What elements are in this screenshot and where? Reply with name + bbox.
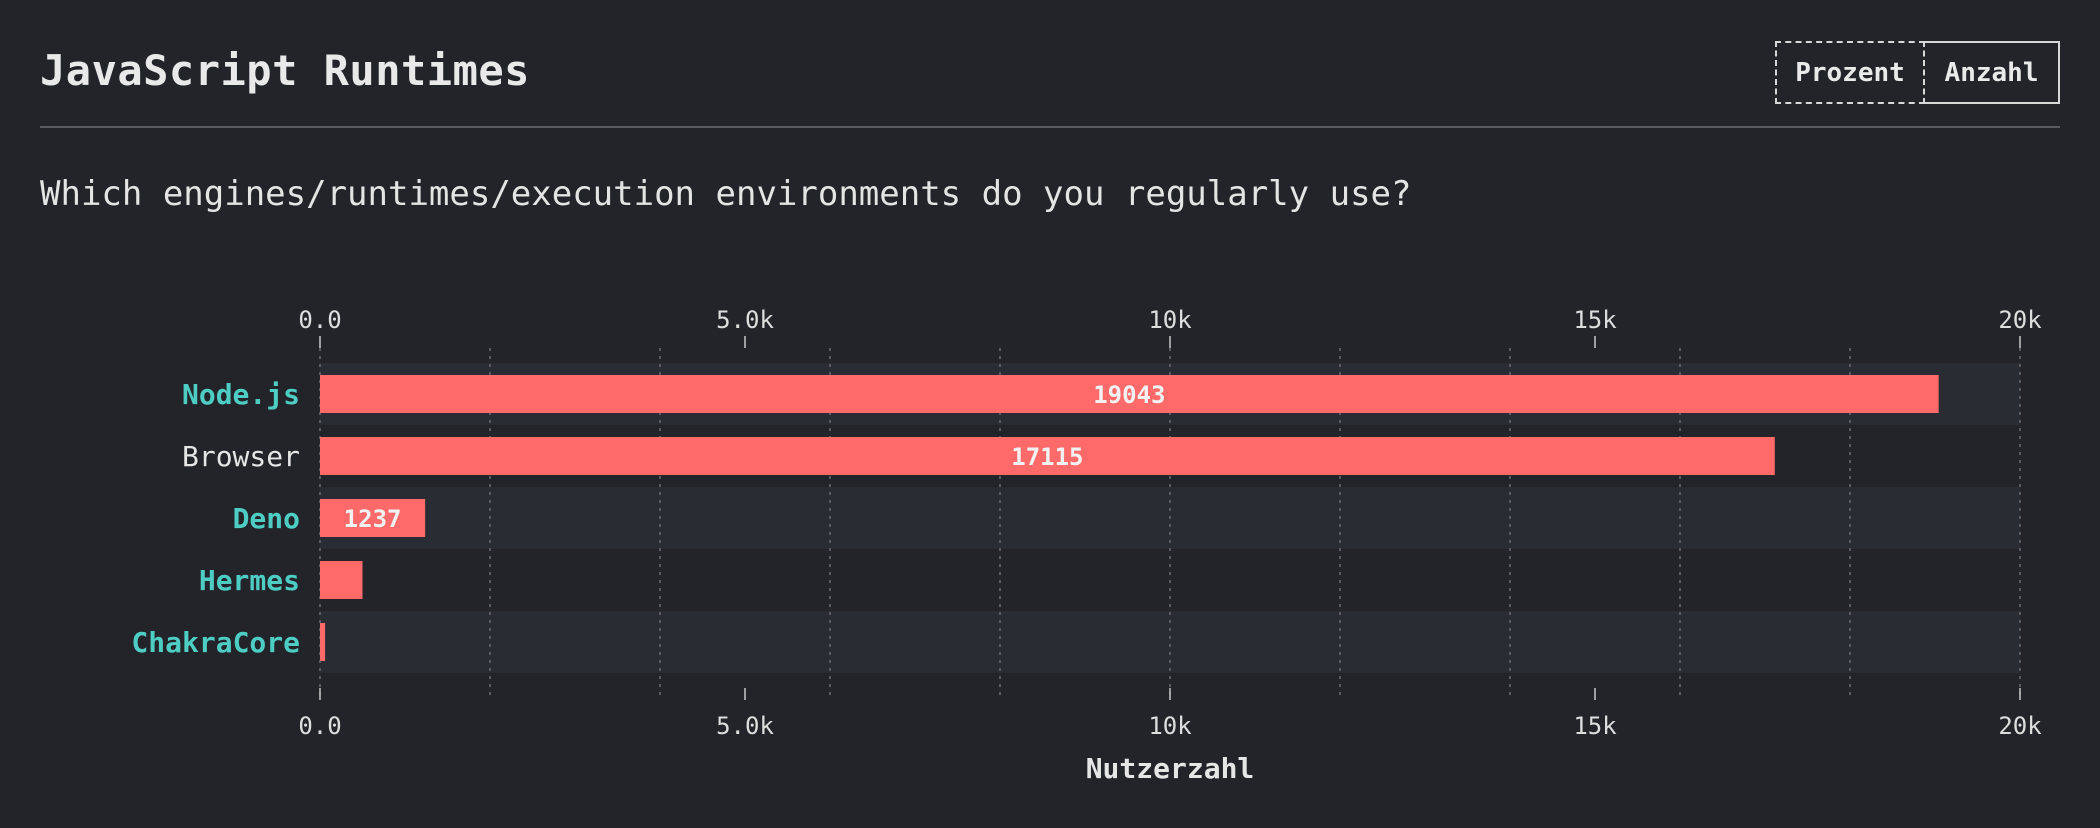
bar [320,499,426,537]
category-label: Browser [182,440,300,473]
category-label: Node.js [182,378,300,411]
category-label: ChakraCore [131,626,300,659]
bar [320,437,1775,475]
category-label: Deno [233,502,300,535]
x-tick-label-top: 15k [1573,306,1617,334]
bar [320,623,326,661]
x-tick-label-bottom: 0.0 [298,712,341,740]
percent-toggle-button[interactable]: Prozent [1775,41,1925,104]
x-tick-label-top: 0.0 [298,306,341,334]
bar [320,375,1939,413]
chart-title: JavaScript Runtimes [40,46,530,95]
x-tick-label-bottom: 5.0k [716,712,774,740]
survey-question: Which engines/runtimes/execution environ… [40,174,1412,214]
bar [320,561,363,599]
data-label: 17115 [1011,443,1083,471]
category-label: Hermes [199,564,300,597]
x-tick-label-top: 10k [1148,306,1192,334]
x-axis-title: Nutzerzahl [1086,752,1255,785]
x-tick-label-bottom: 15k [1573,712,1617,740]
data-label: 1237 [344,505,402,533]
unit-toggle: Prozent Anzahl [1775,41,2060,104]
data-label: 19043 [1093,381,1165,409]
x-tick-label-top: 5.0k [716,306,774,334]
x-tick-label-top: 20k [1998,306,2042,334]
x-tick-label-bottom: 20k [1998,712,2042,740]
x-tick-label-bottom: 10k [1148,712,1192,740]
count-toggle-button[interactable]: Anzahl [1925,41,2060,104]
header-divider [40,126,2060,128]
